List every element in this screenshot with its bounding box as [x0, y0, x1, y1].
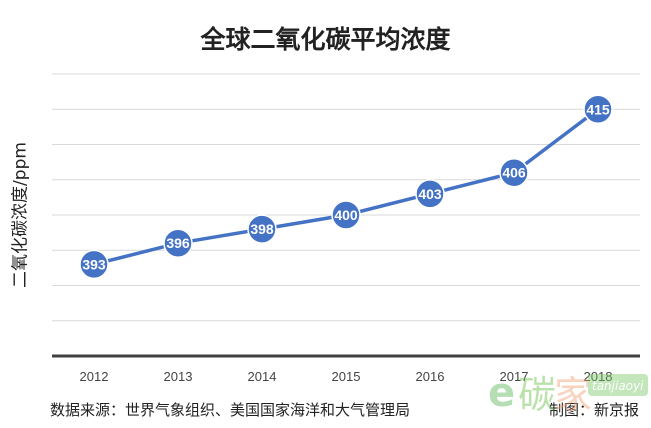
data-point [499, 157, 529, 188]
data-label: 400 [334, 207, 358, 223]
svg-text:tanjiaoyi: tanjiaoyi [592, 379, 644, 393]
data-point [247, 214, 277, 244]
x-tick-label: 2014 [248, 369, 277, 384]
data-label: 396 [166, 235, 190, 251]
x-tick-label: 2016 [416, 369, 445, 384]
data-point [163, 228, 193, 258]
x-tick-label: 2017 [500, 369, 529, 384]
data-point [415, 179, 445, 209]
chart-credit: 制图：新京报 [548, 401, 639, 419]
data-label: 415 [586, 101, 610, 117]
data-point [583, 94, 613, 124]
svg-text:家: 家 [554, 373, 592, 417]
x-tick-label: 2015 [332, 369, 361, 384]
x-tick-label: 2013 [164, 369, 193, 384]
watermark-logo: e 碳 家 tanjiaoyi [488, 370, 648, 417]
svg-text:e: e [488, 370, 515, 416]
data-label: 406 [502, 165, 526, 181]
data-label: 398 [250, 221, 274, 237]
x-tick-label: 2018 [584, 369, 613, 384]
data-point [331, 200, 361, 230]
svg-text:碳: 碳 [518, 373, 556, 417]
data-source: 数据来源：世界气象组织、美国国家海洋和大气管理局 [50, 401, 411, 419]
data-label: 393 [82, 256, 106, 272]
chart-title: 全球二氧化碳平均浓度 [200, 25, 451, 54]
data-label: 403 [418, 186, 442, 202]
x-tick-label: 2012 [80, 369, 109, 384]
data-point [79, 249, 109, 280]
